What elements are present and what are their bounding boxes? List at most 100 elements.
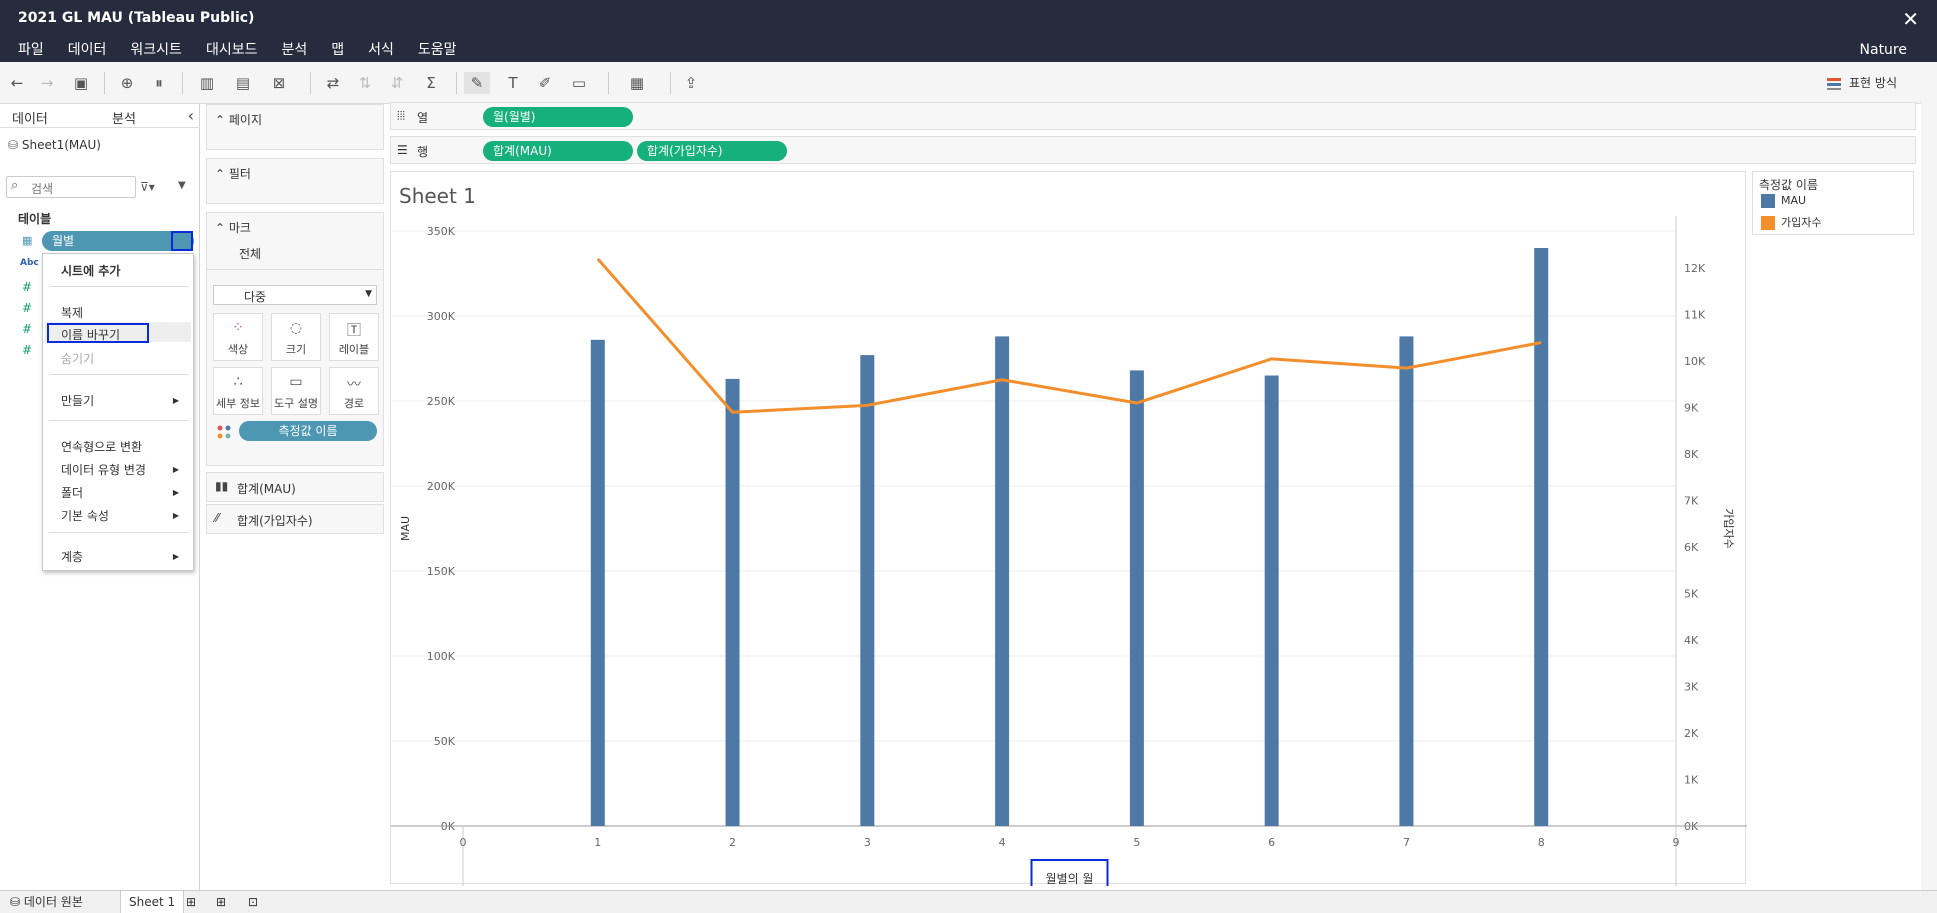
new-dashboard-icon[interactable]: ⊞: [216, 895, 227, 909]
menu-hierarchy[interactable]: 계층: [61, 550, 84, 564]
submenu-arrow-icon: ▶: [172, 396, 179, 405]
sort-asc-icon[interactable]: ⇅: [358, 74, 372, 92]
clear-sheet-icon[interactable]: ⊠: [272, 74, 286, 92]
swap-icon[interactable]: ⇄: [326, 74, 340, 92]
datasource-item[interactable]: ⛁ Sheet1(MAU): [8, 138, 101, 152]
show-me-icon: [1827, 77, 1842, 90]
mark-type-select[interactable]: 다중 ▼: [213, 285, 377, 305]
label-button[interactable]: 🅃 레이블: [329, 313, 379, 361]
y2-tick-label: 10K: [1684, 355, 1706, 368]
filters-card[interactable]: ⌃ 필터: [206, 158, 384, 204]
menu-default-properties[interactable]: 기본 속성: [61, 509, 109, 523]
size-button[interactable]: ◌ 크기: [271, 313, 321, 361]
menu-folder[interactable]: 폴더: [61, 486, 84, 500]
new-datasource-icon[interactable]: ⊕: [120, 74, 134, 92]
tab-sheet1[interactable]: Sheet 1: [120, 891, 185, 913]
field-month[interactable]: 월별: [42, 231, 194, 251]
chart[interactable]: 0K50K100K150K200K250K300K350K0K1K2K3K4K5…: [391, 216, 1747, 886]
close-icon[interactable]: ✕: [1902, 7, 1919, 31]
marks-all-tab[interactable]: 전체: [239, 247, 262, 261]
menu-data[interactable]: 데이터: [67, 42, 107, 58]
search-input[interactable]: ⌕ 검색: [6, 176, 136, 198]
new-worksheet-icon[interactable]: ⊞: [186, 895, 197, 909]
labels-icon[interactable]: T: [508, 74, 518, 92]
menu-file[interactable]: 파일: [18, 42, 44, 58]
menu-convert-continuous[interactable]: 연속형으로 변환: [61, 440, 143, 454]
highlight-icon[interactable]: ✎: [464, 72, 490, 94]
field-dropdown-button[interactable]: [171, 231, 193, 251]
new-worksheet-icon[interactable]: ▥: [199, 74, 215, 92]
submenu-arrow-icon: ▶: [172, 552, 179, 561]
fit-icon[interactable]: ▭: [571, 74, 587, 92]
columns-shelf[interactable]: ⦙⦙⦙ 열 월(월별): [390, 102, 1916, 130]
bar-mau: [1129, 370, 1144, 826]
legend-item-signups[interactable]: 가입자수: [1761, 214, 1821, 230]
menu-create[interactable]: 만들기: [61, 394, 95, 408]
menu-worksheet[interactable]: 워크시트: [130, 42, 182, 58]
presentation-icon[interactable]: ▦: [629, 74, 645, 92]
collapse-icon[interactable]: ‹: [187, 106, 194, 125]
show-me-button[interactable]: 표현 방식: [1827, 74, 1897, 91]
menu-add-to-sheet[interactable]: 시트에 추가: [61, 264, 121, 278]
new-story-icon[interactable]: ⊡: [248, 895, 259, 909]
menu-format[interactable]: 서식: [368, 42, 394, 58]
annotate-icon[interactable]: ✐: [538, 74, 552, 92]
tab-analysis[interactable]: 분석: [112, 112, 136, 127]
menu-analysis[interactable]: 분석: [281, 42, 308, 58]
tab-datasource-label: 데이터 원본: [23, 895, 83, 909]
menu-map[interactable]: 맵: [331, 42, 345, 58]
chevron-down-icon[interactable]: ▼: [178, 180, 186, 191]
bottom-tabs-bar: ⛁ 데이터 원본 Sheet 1 ⊞ ⊞ ⊡: [0, 890, 1937, 913]
detail-button[interactable]: ∴ 세부 정보: [213, 367, 263, 415]
calendar-icon: ▦: [22, 234, 33, 247]
pages-card[interactable]: ⌃ 페이지: [206, 104, 384, 150]
rename-highlight: [45, 322, 191, 342]
x-tick-label: 4: [999, 836, 1006, 849]
legend-label-signups: 가입자수: [1781, 216, 1822, 229]
undo-icon[interactable]: ←: [10, 74, 24, 92]
share-icon[interactable]: ⇪: [684, 74, 698, 92]
mau-pill[interactable]: 합계(MAU): [483, 141, 633, 161]
tab-data[interactable]: 데이터: [12, 112, 48, 127]
line-signups: [596, 257, 1542, 414]
title-bar: 2021 GL MAU (Tableau Public) ✕: [0, 0, 1937, 38]
measure-icon: #: [22, 301, 33, 315]
workbook-theme[interactable]: Nature: [1859, 42, 1907, 58]
legend-item-mau[interactable]: MAU: [1761, 194, 1806, 208]
duplicate-sheet-icon[interactable]: ▤: [235, 74, 251, 92]
menu-dashboard[interactable]: 대시보드: [205, 42, 258, 58]
tooltip-button[interactable]: ▭ 도구 설명: [271, 367, 321, 415]
measure-names-pill[interactable]: 측정값 이름: [239, 421, 377, 441]
month-pill[interactable]: 월(월별): [483, 107, 633, 127]
y2-tick-label: 12K: [1684, 262, 1706, 275]
rows-shelf[interactable]: ☰ 행 합계(MAU) 합계(가입자수): [390, 136, 1916, 164]
y-tick-label: 150K: [427, 565, 456, 578]
bar-mau: [1399, 336, 1414, 826]
menu-bar: 파일 데이터 워크시트 대시보드 분석 맵 서식 도움말 Nature: [0, 38, 1937, 62]
submenu-arrow-icon: ▶: [172, 488, 179, 497]
vertical-scrollbar[interactable]: [1921, 62, 1937, 913]
menu-help[interactable]: 도움말: [417, 42, 457, 58]
totals-icon[interactable]: Σ: [426, 74, 436, 92]
redo-icon[interactable]: →: [40, 74, 54, 92]
menu-rename[interactable]: 이름 바꾸기: [61, 328, 121, 342]
submenu-arrow-icon: ▶: [172, 465, 179, 474]
color-button[interactable]: ⁘ 색상: [213, 313, 263, 361]
y-axis-title: MAU: [399, 516, 412, 541]
signups-marks-card[interactable]: ⁄⁄ 합계(가입자수): [206, 504, 384, 534]
signups-pill[interactable]: 합계(가입자수): [637, 141, 787, 161]
tab-datasource[interactable]: ⛁ 데이터 원본: [10, 891, 83, 913]
save-icon[interactable]: ▣: [73, 74, 89, 92]
detail-icon: ∴: [233, 374, 243, 390]
menu-duplicate[interactable]: 복제: [61, 306, 84, 320]
menu-change-data-type[interactable]: 데이터 유형 변경: [61, 463, 146, 477]
y2-tick-label: 11K: [1684, 309, 1706, 322]
y2-axis-title: 가입자수: [1722, 508, 1735, 548]
pause-updates-icon[interactable]: ⏸: [155, 74, 163, 92]
menu-hide[interactable]: 숨기기: [61, 352, 95, 366]
mau-marks-card[interactable]: ▮▮ 합계(MAU): [206, 472, 384, 502]
bar-mau: [725, 378, 740, 826]
filter-icon[interactable]: ⊽▾: [140, 180, 155, 194]
sort-desc-icon[interactable]: ⇵: [390, 74, 404, 92]
path-button[interactable]: 〰 경로: [329, 367, 379, 415]
